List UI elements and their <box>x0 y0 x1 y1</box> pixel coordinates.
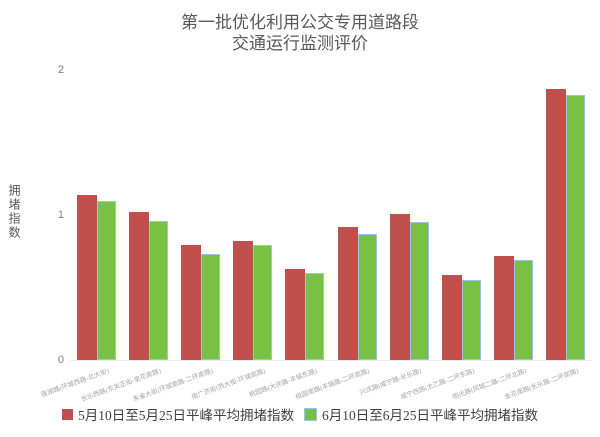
bar-series2-group9 <box>514 260 534 360</box>
legend-label: 5月10日至5月25日平峰平均拥堵指数 <box>78 408 294 423</box>
bar-series1-group9 <box>494 255 515 360</box>
bar-series1-group10 <box>546 88 567 360</box>
bar-series2-group8 <box>462 280 481 360</box>
chart-title-line1: 第一批优化利用公交专用道路段 <box>181 13 419 32</box>
bar-series1-group1 <box>76 194 97 360</box>
bar-series2-group5 <box>305 273 325 360</box>
bar-series2-group4 <box>253 245 273 360</box>
bar-series1-group5 <box>285 268 306 360</box>
y-tick-label: 2 <box>57 64 64 76</box>
bar-series2-group2 <box>148 220 168 360</box>
bar-series1-group4 <box>233 241 254 360</box>
bar-series2-group7 <box>409 222 429 360</box>
bar-series1-group8 <box>442 274 462 360</box>
chart-title: 第一批优化利用公交专用道路段 交通运行监测评价 <box>0 12 600 54</box>
bar-series1-group3 <box>181 245 201 360</box>
y-axis-title: 拥堵指数 <box>7 184 21 240</box>
legend-swatch-icon <box>304 407 317 421</box>
bar-series2-group1 <box>96 200 116 360</box>
legend: 5月10日至5月25日平峰平均拥堵指数 6月10日至6月25日平峰平均拥堵指数 <box>0 404 600 424</box>
plot-area: 莲湖路(环城西路-北大街) 长乐西路(东关正街-金花南路) 朱雀大街(环城南路-二环… <box>40 70 592 403</box>
y-tick-label: 1 <box>57 209 64 221</box>
legend-item-2: 6月10日至6月25日平峰平均拥堵指数 <box>304 404 538 424</box>
bar-series2-group6 <box>357 233 377 360</box>
legend-label: 6月10日至6月25日平峰平均拥堵指数 <box>322 408 538 423</box>
legend-item-1: 5月10日至5月25日平峰平均拥堵指数 <box>62 404 294 424</box>
y-tick-label: 0 <box>57 354 64 366</box>
bar-series1-group7 <box>389 213 410 360</box>
chart-title-line2: 交通运行监测评价 <box>232 34 368 53</box>
bar-series1-group6 <box>337 226 358 360</box>
bar-series2-group10 <box>566 94 586 360</box>
legend-swatch-icon <box>62 408 73 420</box>
bar-series2-group3 <box>201 254 220 360</box>
bar-series1-group2 <box>128 212 149 360</box>
